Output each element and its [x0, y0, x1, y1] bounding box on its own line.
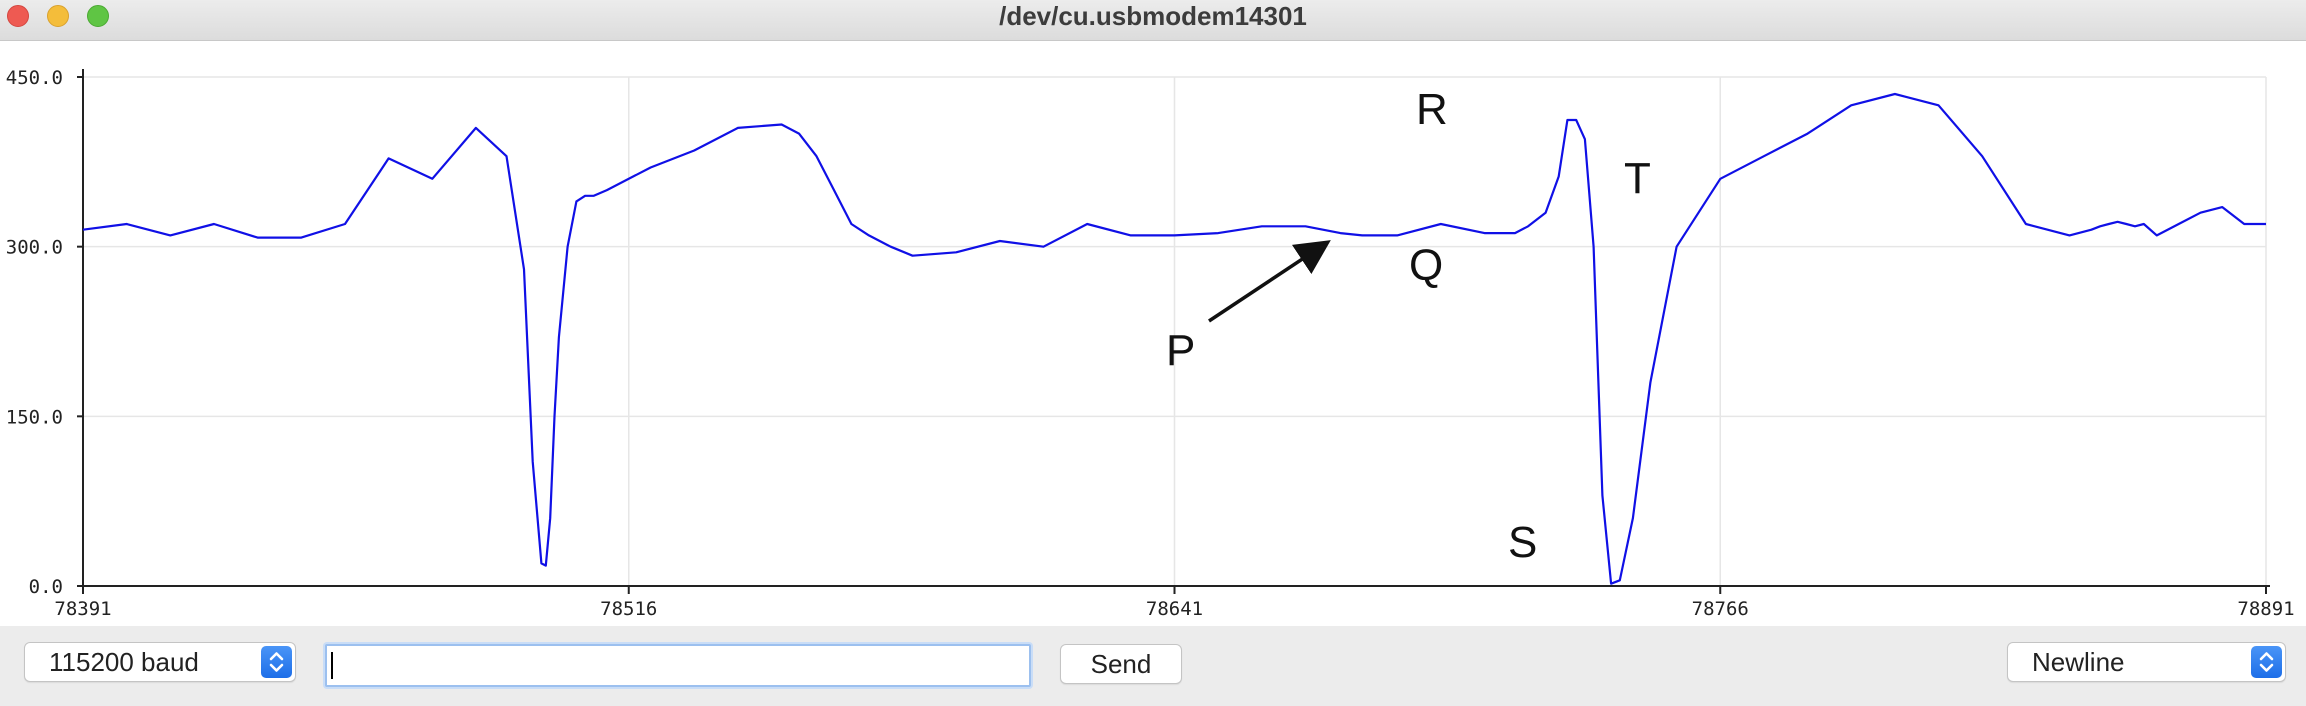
baud-rate-select[interactable]: 115200 baud	[24, 642, 296, 682]
annotation-s: S	[1508, 518, 1537, 567]
y-tick-label: 0.0	[29, 576, 63, 598]
annotation-r: R	[1416, 85, 1448, 134]
zoom-window-button[interactable]	[87, 5, 109, 27]
close-window-button[interactable]	[7, 5, 29, 27]
chevron-up-down-icon	[261, 646, 292, 678]
minimize-window-button[interactable]	[47, 5, 69, 27]
series-line-0	[82, 92, 2266, 585]
plot-axes	[82, 69, 2270, 587]
y-tick-label: 150.0	[6, 406, 63, 428]
annotations: R T Q P S	[1166, 85, 1651, 567]
plot-series	[82, 92, 2266, 585]
text-caret	[331, 652, 333, 679]
message-input[interactable]	[325, 644, 1035, 687]
y-tick-label: 450.0	[6, 67, 63, 89]
y-tick-label: 300.0	[6, 237, 63, 259]
plot-area: 450.0 300.0 150.0 0.0 78391 78516 78641 78766 78…	[0, 41, 2306, 626]
x-tick-label: 78891	[2237, 598, 2294, 620]
window-title: /dev/cu.usbmodem14301	[999, 1, 1307, 31]
bottom-toolbar: 115200 baud Send Newline	[0, 626, 2306, 706]
annotation-q: Q	[1409, 241, 1443, 290]
x-tick-label: 78516	[600, 598, 657, 620]
chevron-up-down-icon	[2251, 646, 2282, 678]
line-ending-select[interactable]: Newline	[2007, 642, 2286, 682]
baud-rate-label: 115200 baud	[49, 647, 199, 677]
x-tick-label: 78641	[1146, 598, 1203, 620]
x-tick-label: 78766	[1692, 598, 1749, 620]
x-tick-label: 78391	[54, 598, 111, 620]
annotation-t: T	[1624, 154, 1651, 203]
message-input-field[interactable]	[327, 646, 1035, 687]
send-button[interactable]: Send	[1060, 644, 1182, 684]
annotation-p: P	[1166, 326, 1195, 375]
plot-grid	[83, 76, 2267, 586]
annotation-p-arrow	[1208, 240, 1331, 323]
title-bar: /dev/cu.usbmodem14301	[0, 0, 2306, 41]
line-ending-label: Newline	[2032, 647, 2125, 677]
